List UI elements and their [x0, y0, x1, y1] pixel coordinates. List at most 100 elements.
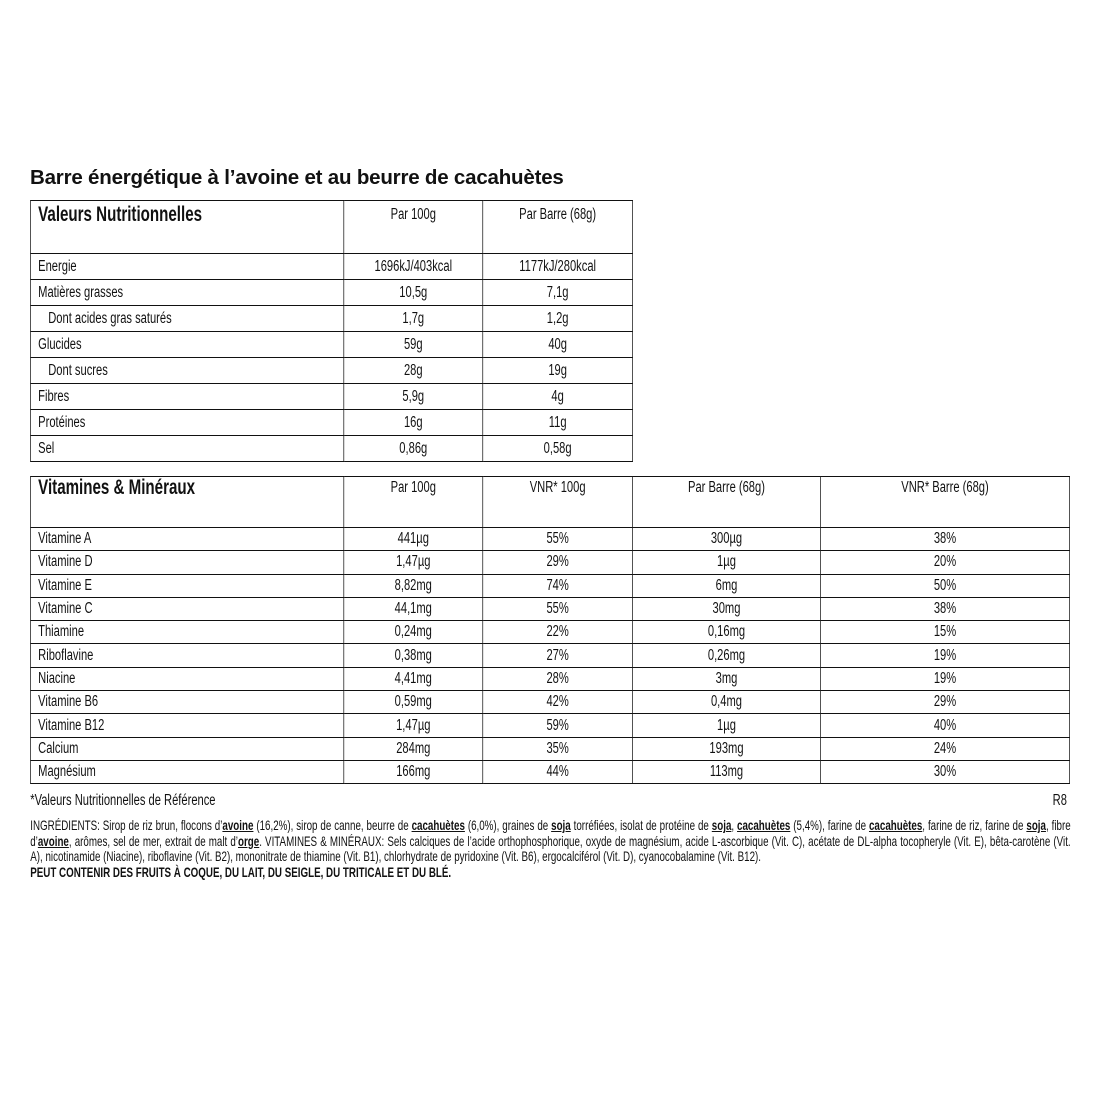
allergen: avoine [222, 818, 254, 833]
allergen: cacahuètes [411, 818, 465, 833]
vitamin-name: Riboflavine [30, 643, 345, 668]
allergen: cacahuètes [737, 818, 791, 833]
value-per-100g: 8,82mg [343, 573, 484, 598]
value-per-bar: 0,58g [482, 435, 633, 462]
ingredient-text: , fibre d’ [30, 818, 1071, 849]
vitamin-row: Vitamine E 8,82mg 74% 6mg 50% [30, 573, 1070, 598]
value-per-bar: 11g [482, 409, 633, 436]
allergen: cacahuètes [868, 818, 923, 833]
vnr-per-bar: 50% [820, 573, 1070, 598]
value-per-bar: 0,4mg [632, 690, 821, 715]
value-per-100g: 28g [343, 357, 484, 384]
vitamins-table: Vitamines & Minéraux Par 100g VNR* 100g … [30, 476, 1070, 785]
value-per-100g: 16g [343, 409, 484, 436]
ingredient-text: torréfiées, isolat de protéine de [570, 818, 712, 833]
value-per-100g: 1696kJ/403kcal [343, 253, 484, 280]
value-per-100g: 0,86g [343, 435, 484, 462]
value-per-bar: 3mg [632, 666, 821, 692]
allergen: avoine [37, 833, 69, 849]
vnr-per-bar: 40% [820, 713, 1070, 738]
nutrient-name: Matières grasses [30, 279, 345, 306]
nutrient-name: Dont sucres [30, 357, 345, 384]
value-per-100g: 5,9g [343, 383, 484, 410]
value-per-bar: 113mg [632, 759, 821, 785]
value-per-bar: 30mg [632, 596, 821, 622]
vitamins-header-label: Vitamines & Minéraux [30, 476, 345, 528]
vitamin-row: Vitamine A 441µg 55% 300µg 38% [30, 526, 1070, 552]
vitamin-name: Vitamine A [30, 526, 345, 552]
nutrient-name: Dont acides gras saturés [30, 305, 345, 332]
ingredient-text: , farine de riz, farine de [922, 818, 1027, 833]
value-per-bar: 4g [482, 383, 633, 410]
vitamin-row: Riboflavine 0,38mg 27% 0,26mg 19% [30, 643, 1070, 668]
footnote: *Valeurs Nutritionnelles de Référence [30, 792, 216, 809]
vnr-per-bar: 38% [820, 526, 1070, 552]
vitamin-row: Vitamine B12 1,47µg 59% 1µg 40% [30, 713, 1070, 738]
nutrition-header-row: Valeurs Nutritionnelles Par 100g Par Bar… [30, 200, 633, 254]
vitamin-name: Vitamine C [30, 596, 345, 622]
vitamin-row: Calcium 284mg 35% 193mg 24% [30, 736, 1070, 761]
value-per-bar: 0,26mg [632, 643, 821, 668]
nutrition-row: Energie 1696kJ/403kcal 1177kJ/280kcal [30, 253, 633, 280]
vnr-per-bar: 24% [820, 736, 1070, 761]
allergen: soja [551, 818, 571, 833]
nutrition-row: Glucides 59g 40g [30, 331, 633, 358]
vnr-per-100g: 27% [482, 643, 633, 668]
ingredient-text: (5,4%), farine de [790, 818, 869, 833]
vitamin-name: Vitamine B12 [30, 713, 345, 738]
vnr-per-100g: 28% [482, 666, 633, 692]
vitamin-name: Thiamine [30, 620, 345, 645]
nutrition-row: Dont sucres 28g 19g [30, 357, 633, 384]
allergen: soja [1026, 818, 1046, 833]
value-per-bar: 1µg [632, 550, 821, 575]
vnr-per-bar: 29% [820, 690, 1070, 715]
ingredients-text: INGRÉDIENTS: Sirop de riz brun, flocons … [30, 818, 1070, 880]
value-per-bar: 7,1g [482, 279, 633, 306]
value-per-100g: 284mg [343, 736, 484, 761]
value-per-100g: 0,24mg [343, 620, 484, 645]
vitamin-name: Vitamine D [30, 550, 345, 575]
vnr-per-bar: 19% [820, 643, 1070, 668]
nutrient-name: Energie [30, 253, 345, 280]
vitamins-header-vnr100: VNR* 100g [482, 476, 633, 528]
value-per-bar: 1177kJ/280kcal [482, 253, 633, 280]
vnr-per-100g: 42% [482, 690, 633, 715]
vnr-per-100g: 44% [482, 759, 633, 785]
ingredient-text: (6,0%), graines de [464, 818, 552, 833]
value-per-100g: 4,41mg [343, 666, 484, 692]
nutrition-row: Fibres 5,9g 4g [30, 383, 633, 410]
product-code: R8 [1052, 792, 1067, 809]
vnr-per-bar: 30% [820, 759, 1070, 785]
ingredient-text: . VITAMINES & MINÉRAUX: Sels calciques d… [30, 833, 1071, 865]
nutrition-header-per100: Par 100g [343, 200, 484, 254]
ingredient-text: INGRÉDIENTS: Sirop de riz brun, flocons … [30, 818, 223, 833]
vitamin-name: Niacine [30, 666, 345, 692]
vitamins-header-vnrbar: VNR* Barre (68g) [820, 476, 1070, 528]
vnr-per-100g: 55% [482, 526, 633, 552]
value-per-bar: 300µg [632, 526, 821, 552]
vnr-per-bar: 15% [820, 620, 1070, 645]
value-per-100g: 1,7g [343, 305, 484, 332]
vitamin-name: Vitamine E [30, 573, 345, 598]
vitamins-header-row: Vitamines & Minéraux Par 100g VNR* 100g … [30, 476, 1070, 528]
allergen-warning: PEUT CONTENIR DES FRUITS À COQUE, DU LAI… [30, 864, 452, 880]
value-per-bar: 6mg [632, 573, 821, 598]
vnr-per-100g: 74% [482, 573, 633, 598]
ingredient-text: , [731, 818, 738, 833]
nutrition-header-perbar: Par Barre (68g) [482, 200, 633, 254]
vitamins-header-per100: Par 100g [343, 476, 484, 528]
value-per-bar: 1,2g [482, 305, 633, 332]
value-per-100g: 0,38mg [343, 643, 484, 668]
product-title: Barre énergétique à l’avoine et au beurr… [30, 166, 564, 189]
nutrition-row: Matières grasses 10,5g 7,1g [30, 279, 633, 306]
ingredient-text: , arômes, sel de mer, extrait de malt d’ [68, 833, 238, 849]
vitamins-header-perbar: Par Barre (68g) [632, 476, 821, 528]
vnr-per-bar: 38% [820, 596, 1070, 622]
nutrition-row: Dont acides gras saturés 1,7g 1,2g [30, 305, 633, 332]
nutrition-header-label: Valeurs Nutritionnelles [30, 200, 345, 254]
vitamin-row: Vitamine B6 0,59mg 42% 0,4mg 29% [30, 690, 1070, 715]
value-per-bar: 193mg [632, 736, 821, 761]
vnr-per-bar: 20% [820, 550, 1070, 575]
ingredient-text: (16,2%), sirop de canne, beurre de [253, 818, 412, 833]
value-per-100g: 1,47µg [343, 713, 484, 738]
